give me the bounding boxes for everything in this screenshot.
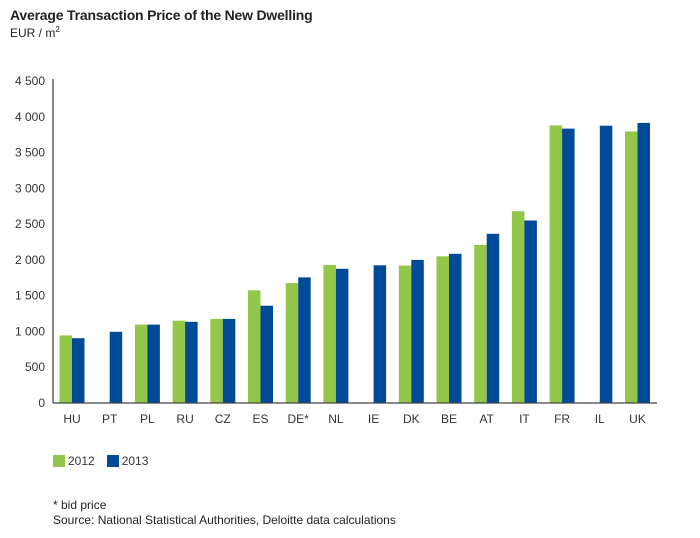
y-tick-label: 4 000 (15, 110, 45, 124)
legend-swatch-2013 (106, 455, 119, 467)
x-tick-label: IE (368, 412, 379, 426)
bar-2013-IL (599, 125, 613, 403)
y-tick-label: 1 000 (15, 324, 45, 338)
bar-2013-FR (562, 128, 575, 403)
x-tick-label: HU (63, 412, 80, 426)
bar-2013-IE (373, 265, 387, 403)
bar-2013-CZ (222, 318, 236, 403)
bar-2012-NL (323, 264, 336, 403)
y-tick-label: 2 500 (15, 217, 45, 231)
x-tick-label: AT (479, 412, 494, 426)
bar-chart: 0 500 1 000 1 500 2 000 2 500 3 000 3 500 4 000 4… (15, 74, 657, 426)
bars (59, 122, 650, 404)
x-tick-label: ES (252, 412, 268, 426)
bar-2012-CZ (210, 318, 223, 403)
x-axis-labels: HU PT PL RU CZ ES DE* NL IE DK BE AT IT FR IL UK (63, 412, 646, 426)
bar-2012-DK (398, 265, 412, 403)
bar-2012-FR (549, 125, 563, 404)
source-note: Source: National Statistical Authorities… (53, 513, 396, 527)
y-tick-label: 2 000 (15, 253, 45, 267)
y-tick-label: 3 500 (15, 146, 45, 160)
legend-item-2013: 2013 (106, 454, 149, 468)
bar-2013-DE (298, 277, 311, 403)
bid-price-note: * bid price (53, 498, 107, 512)
y-tick-label: 1 500 (15, 289, 45, 303)
y-tick-label: 3 000 (15, 181, 45, 195)
unit-text: EUR / m (10, 26, 56, 40)
y-tick-label: 4 500 (15, 74, 45, 88)
legend: 2012 2013 (53, 454, 160, 468)
bar-2012-ES (248, 290, 261, 403)
bar-2012-BE (436, 256, 449, 403)
bar-2013-UK (637, 122, 650, 404)
x-tick-label: FR (554, 412, 570, 426)
y-tick-label: 0 (38, 396, 45, 410)
legend-label-2012: 2012 (68, 454, 95, 468)
bar-2013-AT (486, 233, 500, 403)
bar-2012-PL (134, 324, 148, 403)
bar-2012-DE (285, 283, 299, 403)
y-axis-ticks: 0 500 1 000 1 500 2 000 2 500 3 000 3 500 4 000 4… (15, 74, 45, 410)
x-tick-label: IT (519, 412, 530, 426)
x-tick-label: NL (328, 412, 344, 426)
x-tick-label: DE* (288, 412, 310, 426)
bar-2012-UK (625, 131, 638, 403)
x-tick-label: IL (595, 412, 605, 426)
bar-2013-RU (185, 321, 198, 403)
chart-title: Average Transaction Price of the New Dwe… (10, 7, 313, 23)
bar-2013-ES (260, 305, 273, 403)
bar-2013-HU (72, 338, 85, 403)
bar-2012-AT (474, 244, 487, 403)
bar-2013-BE (449, 253, 462, 403)
unit-superscript: 2 (55, 25, 60, 34)
bar-2013-PT (109, 331, 123, 403)
x-tick-label: CZ (215, 412, 231, 426)
legend-label-2013: 2013 (121, 454, 149, 468)
y-tick-label: 500 (25, 360, 45, 374)
bar-2013-IT (524, 220, 537, 403)
bar-2012-RU (172, 320, 186, 403)
unit-label: EUR / m2 (10, 25, 60, 40)
bar-2013-NL (335, 268, 349, 403)
x-tick-label: PL (140, 412, 155, 426)
x-tick-label: PT (102, 412, 118, 426)
legend-item-2012: 2012 (53, 454, 95, 468)
bar-2013-PL (147, 324, 160, 403)
bar-2012-HU (59, 335, 72, 403)
x-tick-label: UK (629, 412, 646, 426)
bar-2013-DK (411, 259, 424, 403)
x-tick-label: RU (176, 412, 193, 426)
footnotes: * bid price Source: National Statistical… (53, 498, 396, 528)
bar-2012-IT (511, 211, 525, 403)
x-tick-label: DK (403, 412, 420, 426)
legend-swatch-2012 (53, 455, 65, 467)
x-tick-label: BE (441, 412, 457, 426)
